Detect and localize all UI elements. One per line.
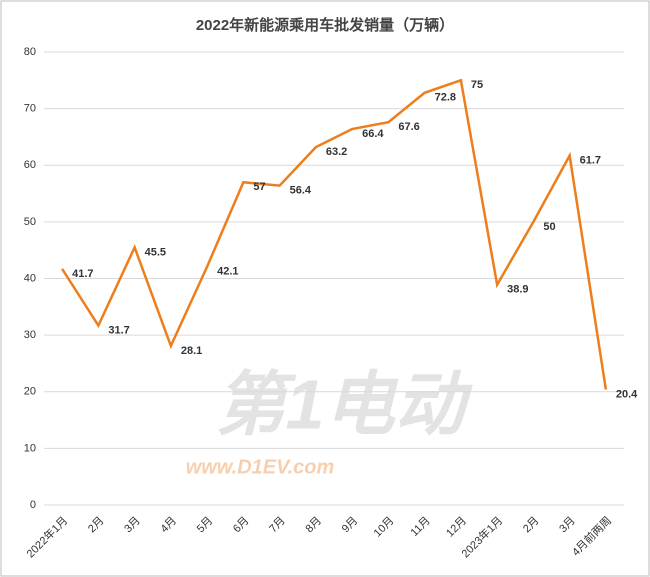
y-tick-label: 40 (24, 272, 36, 284)
value-label: 50 (543, 221, 555, 233)
y-tick-label: 70 (24, 103, 36, 115)
y-tick-label: 20 (24, 386, 36, 398)
line (61, 78, 608, 390)
value-label: 38.9 (507, 284, 528, 296)
y-tick-label: 80 (24, 46, 36, 58)
y-tick-label: 30 (24, 329, 36, 341)
watermark-url: www.D1EV.com (186, 456, 335, 478)
value-label: 45.5 (145, 246, 166, 258)
value-label: 63.2 (326, 146, 347, 158)
chart-title: 2022年新能源乘用车批发销量（万辆） (196, 16, 454, 34)
y-tick-label: 10 (24, 442, 36, 454)
value-label: 67.6 (398, 121, 419, 133)
watermark-brand: 第1电动 (216, 365, 474, 443)
value-label: 41.7 (72, 268, 93, 280)
value-label: 75 (471, 79, 483, 91)
value-label: 42.1 (217, 266, 238, 278)
value-label: 57 (253, 181, 265, 193)
value-label: 20.4 (616, 388, 638, 400)
value-label: 72.8 (435, 92, 456, 104)
value-label: 61.7 (580, 155, 601, 167)
value-label: 66.4 (362, 128, 384, 140)
y-tick-label: 0 (30, 499, 36, 511)
value-label: 31.7 (108, 324, 129, 336)
value-label: 28.1 (181, 345, 202, 357)
y-tick-label: 50 (24, 216, 36, 228)
y-tick-label: 60 (24, 159, 36, 171)
value-label: 56.4 (290, 185, 312, 197)
